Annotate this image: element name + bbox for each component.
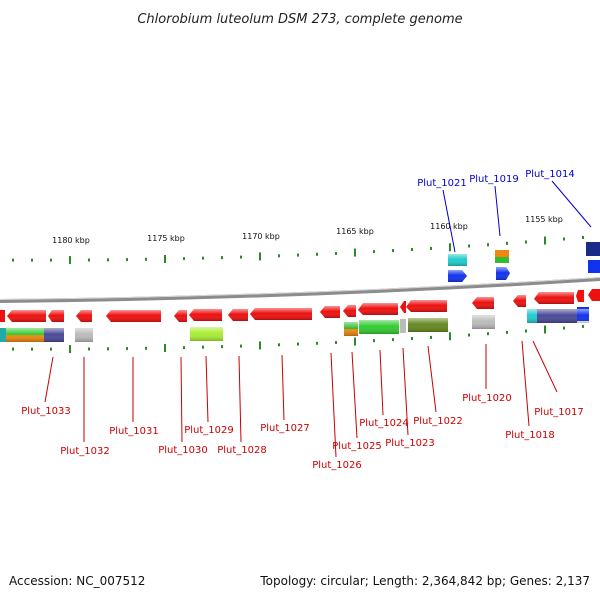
leader-line (521, 340, 530, 427)
leader-line (205, 355, 209, 423)
gene-label: Plut_1029 (184, 425, 234, 436)
gene-label: Plut_1024 (359, 418, 409, 429)
leader-line (402, 347, 409, 436)
gene-label: Plut_1026 (312, 460, 362, 471)
gene-arrow-shade (496, 267, 510, 280)
leader-line (494, 185, 501, 237)
scale-ticks-inner (12, 324, 584, 354)
gene-label: Plut_1032 (60, 446, 110, 457)
cog-box (495, 257, 509, 263)
gene-arrow-reverse (576, 290, 584, 302)
gene-label: Plut_1014 (525, 169, 575, 180)
leader-line (442, 189, 456, 253)
gene-label: Plut_1023 (385, 438, 435, 449)
cog-box-shading (6, 309, 589, 342)
scale-ticks-outer (12, 235, 584, 265)
reverse-strand-genes (0, 289, 600, 322)
leader-line (281, 354, 285, 421)
leader-line (427, 345, 437, 413)
cog-box (0, 328, 6, 342)
gene-arrow-forward (588, 260, 600, 273)
forward-strand-genes (448, 242, 600, 282)
gene-label: Plut_1028 (217, 445, 267, 456)
scale-label: 1170 kbp (242, 232, 280, 241)
gene-label: Plut_1033 (21, 406, 71, 417)
cog-box (586, 242, 600, 256)
leader-line (379, 349, 384, 416)
reverse-gene-labels: Plut_1033 Plut_1032 Plut_1031 Plut_1030 … (21, 393, 584, 471)
leader-line (351, 351, 358, 439)
gene-label: Plut_1025 (332, 441, 382, 452)
genome-summary-text: Topology: circular; Length: 2,364,842 bp… (260, 574, 590, 588)
gene-label: Plut_1031 (109, 426, 159, 437)
gene-label: Plut_1017 (534, 407, 584, 418)
gene-label: Plut_1027 (260, 423, 310, 434)
cog-box (400, 319, 406, 333)
gene-arrow-reverse (588, 289, 600, 301)
gene-label: Plut_1022 (413, 416, 463, 427)
genome-backbone (0, 277, 600, 303)
cog-box-shade (448, 254, 467, 266)
gene-label: Plut_1019 (469, 174, 519, 185)
gene-label: Plut_1030 (158, 445, 208, 456)
leader-line (238, 355, 242, 443)
gene-arrow-shade (448, 270, 467, 282)
leader-line (551, 180, 592, 228)
forward-gene-labels: Plut_1021 Plut_1019 Plut_1014 (417, 169, 575, 189)
reverse-gene-leaders (44, 340, 558, 458)
gene-label: Plut_1021 (417, 178, 467, 189)
forward-gene-leaders (442, 180, 592, 253)
cog-box (495, 250, 509, 257)
gene-label: Plut_1020 (462, 393, 512, 404)
gene-label: Plut_1018 (505, 430, 555, 441)
scale-labels: 1180 kbp 1175 kbp 1170 kbp 1165 kbp 1160… (52, 215, 563, 245)
genome-backbone-highlight (0, 277, 600, 300)
leader-line (180, 356, 183, 443)
scale-label: 1180 kbp (52, 236, 90, 245)
gene-arrow-reverse (0, 310, 5, 322)
leader-line (532, 340, 558, 393)
leader-line (44, 356, 54, 403)
scale-label: 1160 kbp (430, 222, 468, 231)
scale-label: 1175 kbp (147, 234, 185, 243)
scale-label: 1155 kbp (525, 215, 563, 224)
accession-text: Accession: NC_007512 (9, 574, 146, 588)
map-title: Chlorobium luteolum DSM 273, complete ge… (137, 12, 462, 27)
gene-arrow-reverse (400, 301, 406, 313)
leader-line (330, 352, 337, 458)
reverse-strand-cog-boxes (0, 307, 589, 342)
scale-label: 1165 kbp (336, 227, 374, 236)
gene-arrow-shading (7, 292, 574, 322)
